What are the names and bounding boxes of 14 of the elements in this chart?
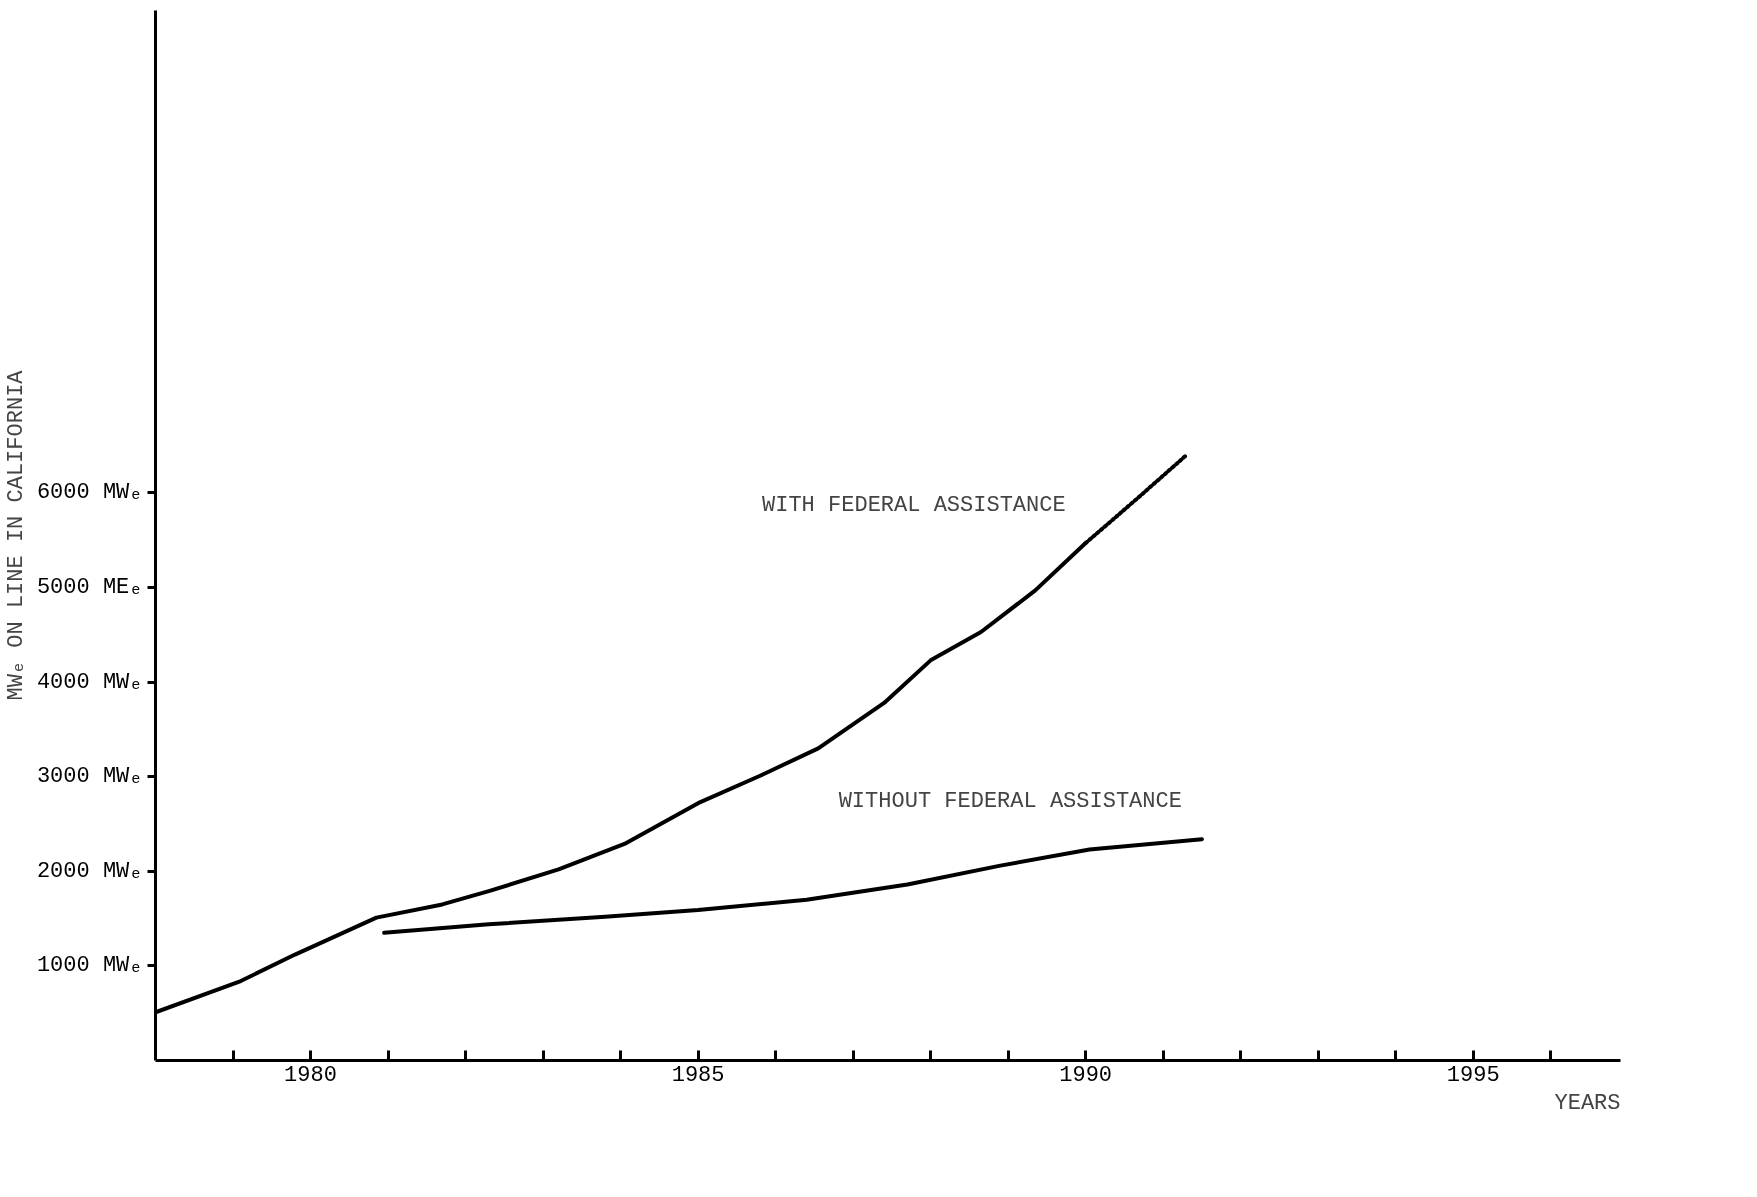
series-label: WITH FEDERAL ASSISTANCE	[762, 493, 1066, 519]
y-tick-label: 5000 MEₑ	[36, 575, 143, 601]
y-axis-title: MWₑ ON LINE IN CALIFORNIA	[3, 369, 29, 701]
x-tick-label: 1990	[1059, 1062, 1113, 1088]
y-tick-label: 2000 MWₑ	[36, 858, 143, 884]
y-tick-label: 4000 MWₑ	[36, 669, 143, 695]
x-tick-label: 1980	[284, 1062, 337, 1088]
x-tick-label: 1985	[671, 1062, 725, 1088]
x-axis-title: YEARS	[1554, 1090, 1621, 1116]
x-tick-label: 1995	[1446, 1062, 1500, 1088]
y-tick-label: 3000 MWₑ	[36, 764, 143, 790]
y-tick-label: 6000 MWₑ	[36, 480, 143, 506]
y-tick-label: 1000 MWₑ	[36, 953, 143, 979]
series-label: WITHOUT FEDERAL ASSISTANCE	[838, 789, 1182, 815]
